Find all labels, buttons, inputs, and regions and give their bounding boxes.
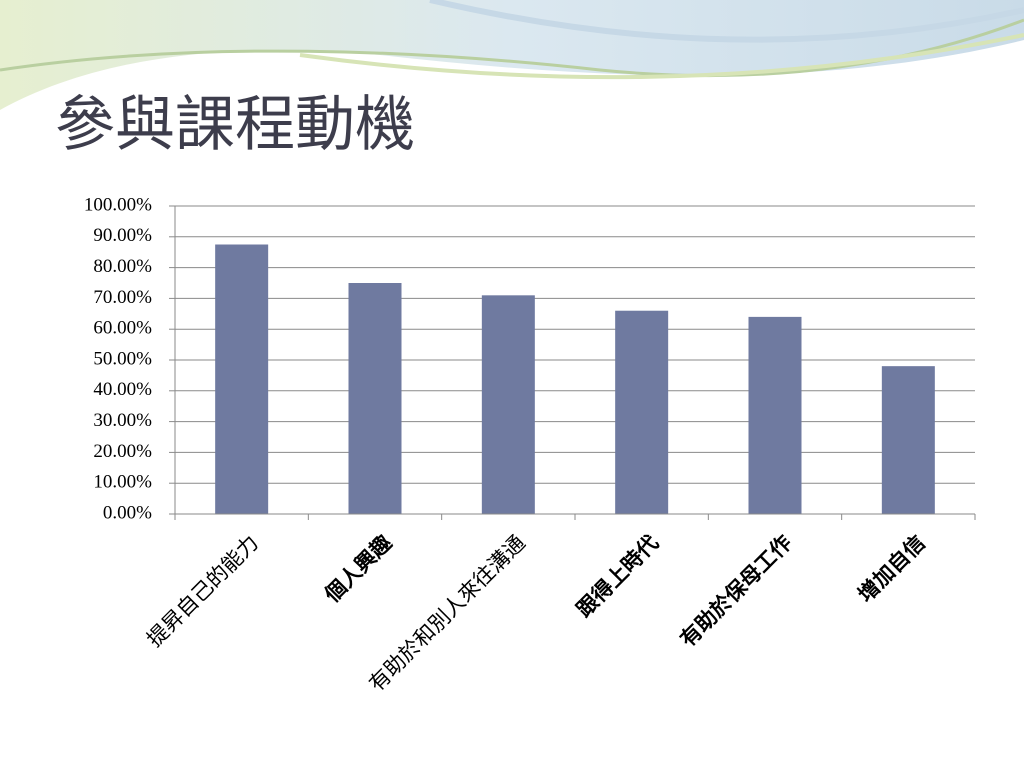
y-tick-label: 50.00% <box>93 348 152 369</box>
x-tick-label: 個人興趣 <box>319 530 397 608</box>
y-tick-label: 80.00% <box>93 256 152 277</box>
y-tick-label: 0.00% <box>103 502 152 523</box>
bar <box>748 316 802 514</box>
bar <box>881 366 935 514</box>
y-tick-label: 10.00% <box>93 472 152 493</box>
y-tick-label: 70.00% <box>93 287 152 308</box>
y-tick-label: 30.00% <box>93 410 152 431</box>
y-tick-label: 40.00% <box>93 379 152 400</box>
bar <box>215 244 269 514</box>
y-tick-label: 60.00% <box>93 318 152 339</box>
plot: 0.00% 10.00% 20.00% 30.00% 40.00% 50.00% 60.00… <box>84 194 976 696</box>
y-tick-label: 90.00% <box>93 225 152 246</box>
x-tick-label: 跟得上時代 <box>572 531 663 622</box>
x-tick-label: 提昇自己的能力 <box>142 531 263 652</box>
x-tick-label: 有助於保母工作 <box>676 531 797 652</box>
x-tick-label: 有助於和別人來往溝通 <box>364 531 529 696</box>
chart-title: 參與課程動機 <box>55 90 415 160</box>
bar <box>615 310 669 514</box>
bar <box>348 283 402 514</box>
x-tick-label: 增加自信 <box>854 531 930 607</box>
y-tick-label: 20.00% <box>93 441 152 462</box>
bar <box>481 295 535 514</box>
decoration <box>0 0 1024 110</box>
y-tick-label: 100.00% <box>84 194 152 215</box>
